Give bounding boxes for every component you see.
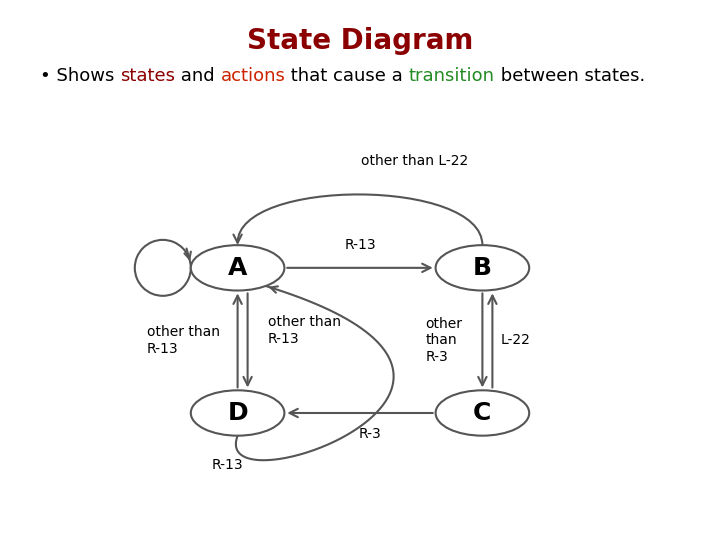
Text: other than L-22: other than L-22: [361, 154, 469, 168]
Ellipse shape: [436, 245, 529, 291]
Text: R-13: R-13: [212, 458, 243, 471]
Text: other
than
R-3: other than R-3: [426, 317, 462, 363]
Text: B: B: [473, 256, 492, 280]
Text: between states.: between states.: [495, 66, 645, 85]
Text: other than
R-13: other than R-13: [147, 325, 220, 355]
Text: A: A: [228, 256, 247, 280]
Text: other than
R-13: other than R-13: [268, 315, 341, 346]
Text: actions: actions: [220, 66, 285, 85]
Ellipse shape: [191, 245, 284, 291]
Text: State Diagram: State Diagram: [247, 27, 473, 55]
FancyArrowPatch shape: [233, 194, 482, 245]
Text: that cause a: that cause a: [285, 66, 409, 85]
Text: states: states: [120, 66, 175, 85]
Text: R-3: R-3: [359, 427, 382, 441]
Text: transition: transition: [409, 66, 495, 85]
Text: R-13: R-13: [344, 238, 376, 252]
Text: L-22: L-22: [500, 333, 530, 347]
Text: C: C: [473, 401, 492, 425]
Text: D: D: [228, 401, 248, 425]
Ellipse shape: [191, 390, 284, 436]
Text: • Shows: • Shows: [40, 66, 120, 85]
Ellipse shape: [436, 390, 529, 436]
Text: and: and: [175, 66, 220, 85]
